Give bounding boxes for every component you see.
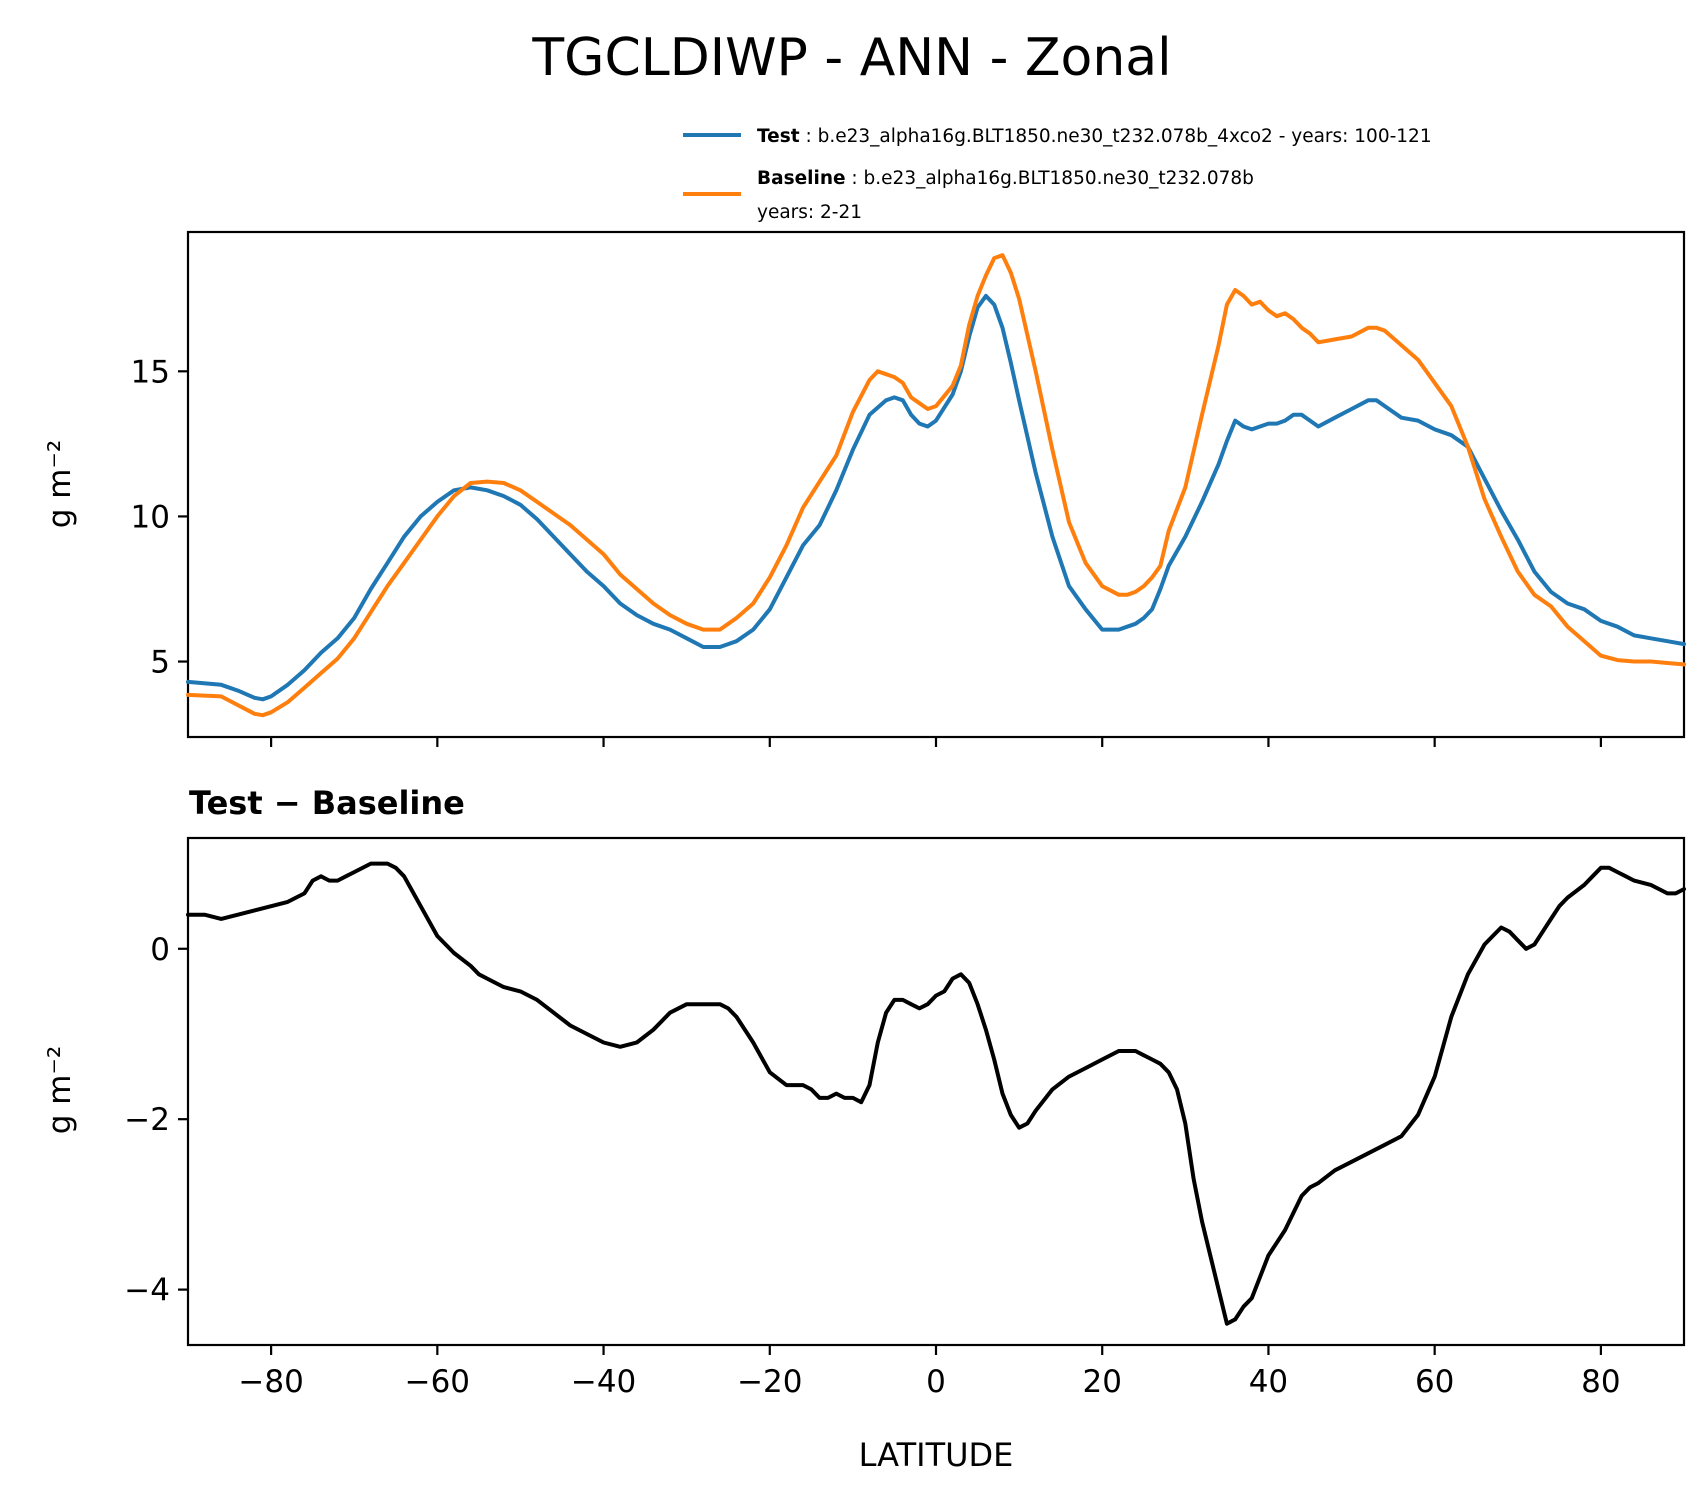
bottom-ytick-label: −4 (124, 1273, 170, 1309)
legend-text-test: : b.e23_alpha16g.BLT1850.ne30_t232.078b_… (800, 126, 1432, 147)
top-ytick-group: 5 10 15 (131, 354, 188, 681)
top-y-axis-label: g m⁻² (42, 440, 78, 529)
bottom-xtick-label: 20 (1082, 1364, 1121, 1400)
bottom-xtick-label: −60 (405, 1364, 470, 1400)
top-panel: 5 10 15 g m⁻² (42, 230, 1686, 747)
figure-title: TGCLDIWP - ANN - Zonal (531, 28, 1171, 88)
top-series-line-2 (186, 253, 1686, 718)
bottom-xtick-label: −40 (571, 1364, 636, 1400)
x-axis-label: LATITUDE (859, 1436, 1014, 1474)
bottom-series-group (186, 861, 1686, 1326)
legend-text-baseline: : b.e23_alpha16g.BLT1850.ne30_t232.078b (846, 168, 1254, 189)
top-series-group (186, 253, 1686, 718)
bottom-xtick-label: −80 (238, 1364, 303, 1400)
top-ytick-label: 10 (131, 499, 170, 535)
bottom-plot-frame (186, 836, 1686, 1347)
legend: Test : b.e23_alpha16g.BLT1850.ne30_t232.… (683, 126, 1432, 223)
top-plot-frame (186, 230, 1686, 739)
bottom-panel-title: Test − Baseline (189, 784, 465, 822)
bottom-panel: Test − Baseline −80 −60 −40 −20 0 20 40 60 80 −4… (42, 784, 1686, 1474)
bottom-ytick-label: −2 (124, 1102, 170, 1138)
bottom-y-axis-label: g m⁻² (42, 1046, 78, 1135)
top-series-line-1 (186, 293, 1686, 702)
legend-entry-test: Test : b.e23_alpha16g.BLT1850.ne30_t232.… (757, 126, 1432, 147)
legend-text-baseline-line2: years: 2-21 (757, 202, 862, 223)
bottom-xtick-label: 40 (1249, 1364, 1288, 1400)
legend-label-test: Test (757, 126, 800, 147)
bottom-series-line-1 (186, 861, 1686, 1326)
bottom-xtick-label: −20 (737, 1364, 802, 1400)
bottom-ytick-group: −4 −2 0 (124, 932, 188, 1309)
legend-entry-baseline: Baseline : b.e23_alpha16g.BLT1850.ne30_t… (757, 168, 1254, 189)
top-xtick-group (270, 737, 1602, 747)
bottom-xtick-label: 0 (926, 1364, 946, 1400)
bottom-xtick-group: −80 −60 −40 −20 0 20 40 60 80 (238, 1345, 1621, 1400)
bottom-xtick-label: 60 (1415, 1364, 1454, 1400)
bottom-xtick-label: 80 (1581, 1364, 1620, 1400)
top-ytick-label: 5 (150, 645, 170, 681)
top-ytick-label: 15 (131, 354, 170, 390)
bottom-ytick-label: 0 (150, 932, 170, 968)
legend-label-baseline: Baseline (757, 168, 846, 189)
